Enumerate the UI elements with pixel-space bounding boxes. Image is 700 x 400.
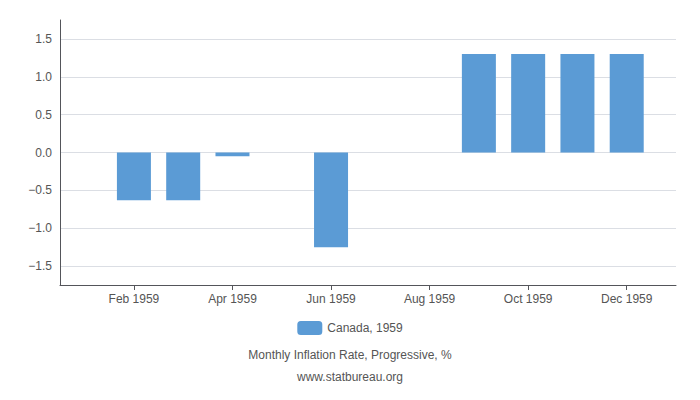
svg-text:1.5: 1.5 <box>35 32 52 46</box>
svg-text:Apr 1959: Apr 1959 <box>208 292 257 306</box>
svg-text:Aug 1959: Aug 1959 <box>404 292 456 306</box>
svg-text:Monthly Inflation Rate, Progre: Monthly Inflation Rate, Progressive, % <box>248 348 452 362</box>
svg-text:−1.5: −1.5 <box>28 259 52 273</box>
svg-text:Feb 1959: Feb 1959 <box>109 292 160 306</box>
svg-text:0.5: 0.5 <box>35 108 52 122</box>
svg-text:Dec 1959: Dec 1959 <box>601 292 653 306</box>
svg-text:0.0: 0.0 <box>35 146 52 160</box>
svg-text:www.statbureau.org: www.statbureau.org <box>296 370 403 384</box>
svg-text:Jun 1959: Jun 1959 <box>306 292 356 306</box>
svg-text:−1.0: −1.0 <box>28 221 52 235</box>
svg-text:Canada, 1959: Canada, 1959 <box>327 321 403 335</box>
svg-text:Oct 1959: Oct 1959 <box>504 292 553 306</box>
svg-text:1.0: 1.0 <box>35 70 52 84</box>
svg-text:−0.5: −0.5 <box>28 183 52 197</box>
